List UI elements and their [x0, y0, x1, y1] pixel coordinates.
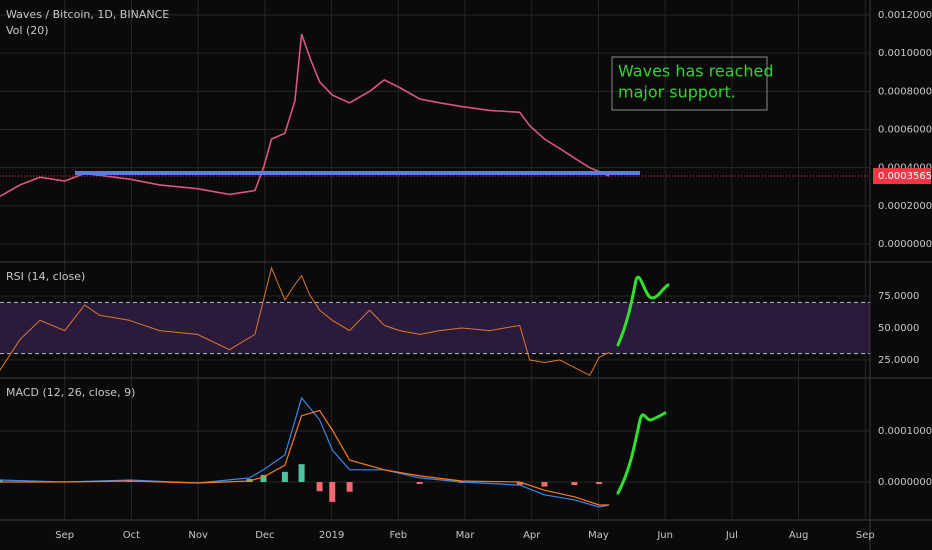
- plot: [0, 0, 870, 520]
- x-tick-label: Nov: [188, 530, 208, 541]
- y-tick-label: 0.0000000: [878, 239, 932, 250]
- macd-line: [0, 409, 610, 506]
- y-tick-label: 0.0012000: [878, 10, 932, 21]
- y-tick-label: 0.0006000: [878, 125, 932, 136]
- y-tick-label: 0.0002000: [878, 201, 932, 212]
- annotation-box: [611, 56, 768, 111]
- histogram-bar: [516, 482, 523, 486]
- x-tick-label: Aug: [789, 530, 809, 541]
- x-tick-label: Dec: [255, 530, 274, 541]
- indicator-label: Vol (20): [6, 24, 49, 37]
- x-tick-label: 2019: [319, 530, 344, 541]
- x-tick-label: Jun: [656, 530, 673, 541]
- hand-drawn-arrow: [616, 411, 667, 495]
- y-tick-label: 0.0010000: [878, 48, 932, 59]
- x-tick-label: Sep: [856, 530, 875, 541]
- y-tick-label: 0.0008000: [878, 86, 932, 97]
- pane-title: Waves / Bitcoin, 1D, BINANCE: [6, 8, 169, 21]
- annotation-text: major support.: [618, 83, 736, 102]
- x-tick-label: Feb: [389, 530, 407, 541]
- x-tick-label: Mar: [456, 530, 476, 541]
- pane-title: MACD (12, 26, close, 9): [6, 386, 135, 399]
- pane-title: RSI (14, close): [6, 270, 85, 283]
- x-tick-label: Jul: [725, 530, 738, 541]
- x-tick-label: Oct: [123, 530, 140, 541]
- y-tick-label: 0.0001000: [878, 426, 932, 437]
- last-price-label: 0.0003565: [878, 171, 932, 182]
- histogram-bar: [596, 482, 603, 485]
- histogram-bar: [298, 464, 305, 483]
- rsi-band: [0, 302, 870, 354]
- histogram-bar: [541, 482, 548, 487]
- last-price-box: [873, 167, 931, 184]
- histogram-bar: [260, 474, 267, 483]
- histogram-bar: [0, 479, 3, 483]
- y-tick-label: 75.0000: [878, 291, 919, 302]
- histogram-bar: [416, 482, 423, 485]
- hand-drawn-arrow: [616, 275, 670, 347]
- annotation-text: Waves has reached: [618, 62, 774, 81]
- x-tick-label: Apr: [523, 530, 541, 541]
- histogram-bar: [281, 471, 288, 483]
- x-tick-label: Sep: [55, 530, 74, 541]
- x-tick-label: May: [588, 530, 609, 541]
- histogram-bar: [571, 482, 578, 486]
- y-tick-label: 0.0000000: [878, 477, 932, 488]
- histogram-bar: [316, 482, 323, 492]
- y-tick-label: 25.0000: [878, 355, 919, 366]
- price-line: [0, 266, 610, 376]
- y-tick-label: 50.0000: [878, 323, 919, 334]
- histogram-bar: [329, 482, 336, 502]
- price-line: [0, 33, 610, 197]
- histogram-bar: [346, 482, 353, 492]
